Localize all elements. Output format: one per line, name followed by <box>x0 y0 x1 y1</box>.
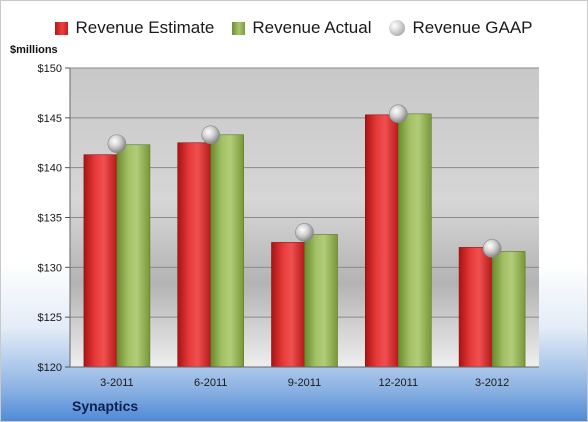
bar-revenue-actual <box>116 144 151 368</box>
legend-swatch-gaap <box>389 20 406 36</box>
bar-revenue-estimate <box>271 242 305 368</box>
y-tick-label: $120 <box>38 362 62 374</box>
bar-revenue-estimate <box>177 142 211 368</box>
bar-revenue-estimate <box>458 247 493 368</box>
y-tick-label: $145 <box>38 113 62 125</box>
marker-revenue-gaap <box>107 134 127 154</box>
legend-item-gaap: Revenue GAAP <box>389 18 533 38</box>
bar-revenue-actual <box>491 251 526 368</box>
x-tick-label: 6-2011 <box>194 377 227 389</box>
bar-revenue-actual <box>304 234 338 368</box>
legend-item-estimate: Revenue Estimate <box>55 18 214 38</box>
bar-revenue-estimate <box>364 114 399 368</box>
gaap-markers <box>107 104 502 258</box>
x-tick-label: 3-2012 <box>475 377 509 389</box>
y-tick-label: $130 <box>38 262 62 274</box>
y-tick-label: $140 <box>38 163 62 175</box>
legend-label-actual: Revenue Actual <box>252 18 372 37</box>
bar-revenue-estimate <box>83 154 118 368</box>
bar-series <box>83 113 526 368</box>
y-tick-label: $125 <box>38 312 62 324</box>
y-tick-label: $135 <box>38 213 62 225</box>
y-tick-label: $150 <box>38 63 62 75</box>
legend-swatch-estimate <box>55 21 69 35</box>
chart-legend: Revenue Estimate Revenue Actual Revenue … <box>0 15 588 41</box>
marker-revenue-gaap <box>388 104 408 124</box>
company-name: Synaptics <box>72 398 139 414</box>
y-axis-ticks: $120 $125 $130 $135 $140 $145 $150 <box>38 63 71 374</box>
x-tick-label: 3-2011 <box>100 377 133 389</box>
legend-label-estimate: Revenue Estimate <box>75 18 215 37</box>
x-axis-ticks: 3-2011 6-2011 9-2011 12-2011 3-2012 <box>70 366 539 389</box>
x-tick-label: 12-2011 <box>379 377 419 389</box>
legend-item-actual: Revenue Actual <box>232 18 371 38</box>
marker-revenue-gaap <box>201 125 220 145</box>
y-axis-unit-label: $millions <box>10 44 58 56</box>
bar-revenue-actual <box>397 113 432 368</box>
marker-revenue-gaap <box>482 239 502 258</box>
bar-revenue-actual <box>210 134 244 368</box>
legend-swatch-actual <box>232 21 246 35</box>
x-tick-label: 9-2011 <box>288 377 321 389</box>
legend-label-gaap: Revenue GAAP <box>412 18 533 37</box>
marker-revenue-gaap <box>295 223 314 242</box>
